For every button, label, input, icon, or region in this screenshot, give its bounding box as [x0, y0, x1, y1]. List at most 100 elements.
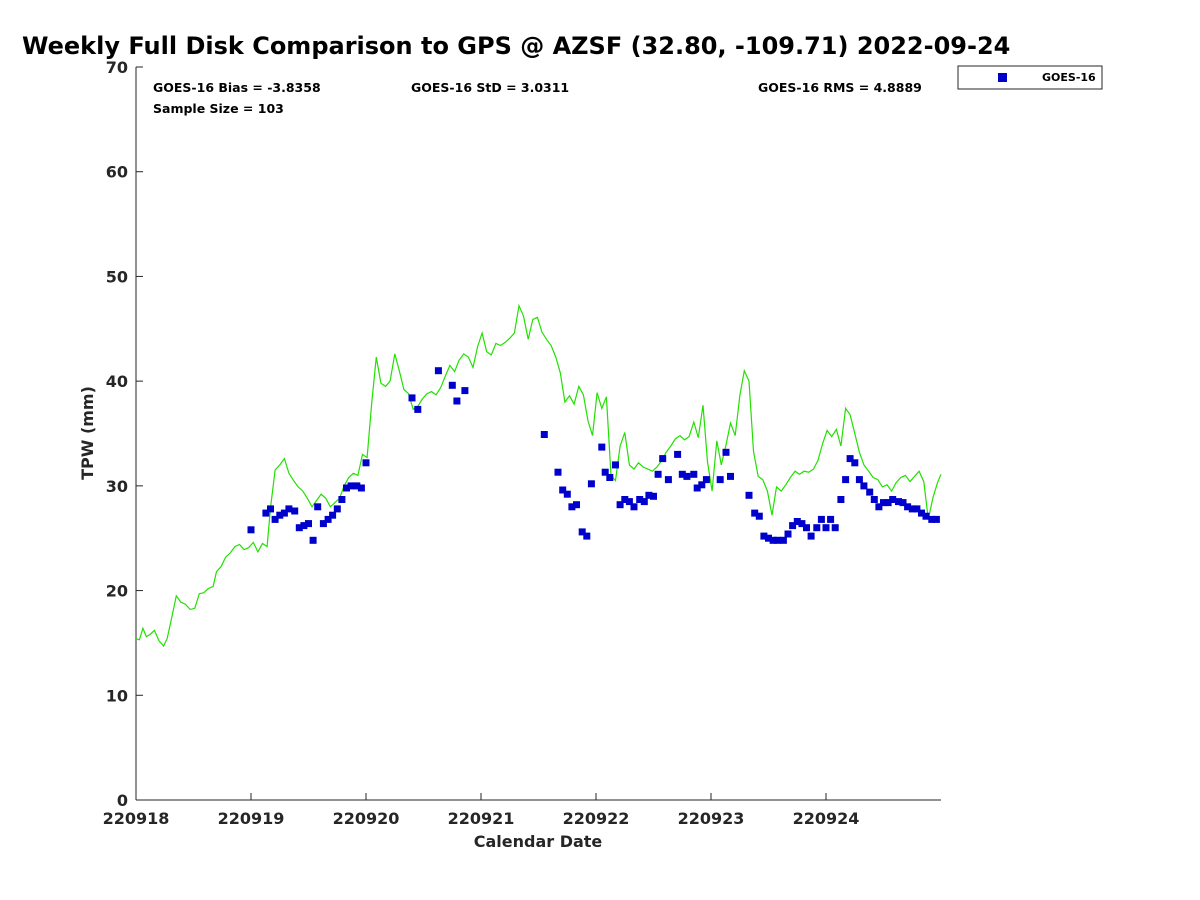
data-point	[760, 532, 768, 540]
data-point	[745, 491, 753, 499]
data-point	[621, 496, 629, 503]
data-point	[583, 532, 591, 540]
data-point	[884, 499, 892, 507]
data-point	[784, 530, 792, 538]
data-point	[904, 503, 912, 511]
x-axis: 220918 220919 220920 220921 220922 220923 2209…	[103, 793, 860, 828]
x-axis-title: Calendar Date	[474, 832, 603, 851]
data-point	[309, 536, 317, 544]
data-point	[329, 511, 337, 519]
data-point	[889, 496, 897, 503]
data-point	[285, 505, 293, 513]
data-point	[846, 455, 854, 463]
data-point	[305, 520, 312, 528]
legend-marker	[998, 73, 1007, 82]
data-point	[267, 505, 274, 513]
x-tick-label: 220924	[793, 809, 860, 828]
data-point	[803, 524, 810, 532]
legend-box	[957, 65, 1103, 90]
x-tick-label: 220918	[103, 809, 170, 828]
data-point	[461, 387, 469, 395]
data-point	[765, 534, 772, 542]
data-point	[851, 459, 859, 467]
data-point	[357, 484, 365, 492]
data-point	[698, 481, 706, 489]
data-point	[353, 482, 361, 490]
data-point	[813, 524, 821, 532]
data-point	[616, 501, 624, 509]
x-tick-label: 220923	[678, 809, 745, 828]
y-tick-label: 30	[106, 477, 128, 496]
data-point	[855, 476, 863, 484]
data-point	[414, 405, 422, 413]
data-point	[612, 461, 619, 469]
gps-reference-series	[135, 303, 942, 648]
data-point	[922, 512, 930, 520]
plot-area: 0 10 20 30 40 50 60 70 220918 220919 220920 220921…	[103, 58, 942, 828]
chart-title: Weekly Full Disk Comparison to GPS @ AZS…	[22, 32, 1010, 60]
data-point	[664, 476, 672, 484]
data-point	[866, 488, 874, 496]
data-point	[860, 482, 868, 490]
data-point	[674, 450, 682, 458]
data-point	[434, 367, 442, 375]
data-point	[408, 394, 416, 402]
data-point	[880, 499, 887, 507]
sample-size-stat: Sample Size = 103	[153, 101, 284, 116]
data-point	[650, 492, 657, 500]
data-point	[630, 503, 638, 511]
data-point	[601, 468, 609, 476]
data-point	[300, 522, 308, 530]
data-point	[453, 397, 461, 405]
y-tick-label: 0	[117, 791, 128, 810]
data-point	[678, 470, 686, 478]
data-point	[598, 443, 606, 451]
data-point	[831, 524, 839, 532]
data-point	[271, 515, 279, 523]
data-point	[563, 490, 571, 498]
data-point	[928, 515, 936, 523]
data-point	[918, 509, 925, 517]
rms-stat: GOES-16 RMS = 4.8889	[758, 80, 922, 95]
data-point	[722, 448, 730, 456]
data-point	[276, 511, 284, 519]
data-point	[559, 486, 567, 494]
data-point	[716, 476, 724, 484]
data-point	[822, 524, 830, 532]
data-point	[807, 532, 815, 540]
data-point	[636, 496, 644, 503]
legend-label: GOES-16	[1042, 71, 1096, 84]
y-tick-label: 60	[106, 163, 128, 182]
data-point	[324, 515, 332, 523]
data-point	[343, 484, 350, 492]
x-tick-label: 220922	[563, 809, 630, 828]
data-point	[875, 503, 883, 511]
data-point	[645, 491, 653, 499]
y-tick-label: 50	[106, 267, 128, 286]
data-point	[262, 509, 270, 517]
data-point	[755, 512, 763, 520]
data-point	[779, 536, 787, 544]
data-point	[319, 520, 327, 528]
data-point	[751, 509, 759, 517]
data-point	[702, 476, 710, 484]
data-point	[247, 526, 255, 534]
data-point	[769, 536, 777, 544]
data-point	[314, 503, 322, 511]
x-tick-label: 220919	[218, 809, 285, 828]
data-point	[606, 474, 614, 481]
data-point	[817, 515, 825, 523]
y-tick-label: 10	[106, 686, 128, 705]
data-point	[625, 498, 633, 506]
data-point	[683, 472, 691, 480]
goes16-series	[247, 367, 940, 544]
data-point	[690, 470, 698, 478]
data-point	[870, 496, 878, 503]
y-axis-title: TPW (mm)	[78, 386, 97, 480]
data-point	[842, 476, 850, 484]
data-point	[333, 505, 341, 513]
data-point	[578, 528, 586, 536]
data-point	[932, 515, 940, 523]
data-point	[654, 470, 662, 478]
